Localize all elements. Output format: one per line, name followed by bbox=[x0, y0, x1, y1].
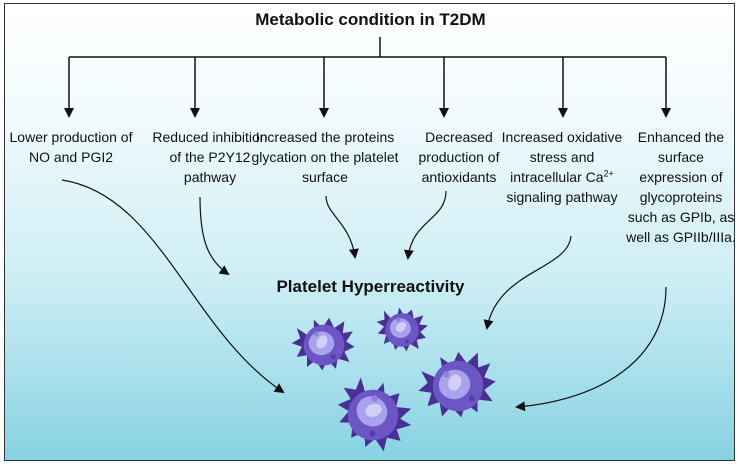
result-label: Platelet Hyperreactivity bbox=[276, 277, 465, 296]
platelet-icon bbox=[291, 317, 355, 371]
cause-glycoproteins: Enhanced the surface expression of glyco… bbox=[626, 129, 736, 245]
diagram-title: Metabolic condition in T2DM bbox=[255, 10, 486, 29]
platelet-cluster bbox=[291, 301, 501, 464]
curved-arrows bbox=[61, 179, 667, 412]
branch-connector bbox=[69, 37, 666, 58]
cause-no-pgi2: Lower production of NO and PGI2 bbox=[9, 129, 133, 165]
platelet-icon bbox=[322, 363, 424, 464]
diagram-frame bbox=[4, 3, 735, 461]
cause-oxidative-stress: Increased oxidative stress and intracell… bbox=[497, 127, 627, 207]
platelet-icon bbox=[412, 346, 501, 424]
cause-protein-glycation: Increased the proteins glycation on the … bbox=[251, 129, 399, 185]
cause-antioxidants: Decreased production of antioxidants bbox=[418, 129, 500, 185]
calcium-superscript: 2+ bbox=[603, 168, 614, 179]
cause-oxidative-text: Increased oxidative stress and intracell… bbox=[501, 129, 623, 185]
branch-arrows bbox=[64, 57, 671, 118]
platelet-icon bbox=[370, 301, 433, 357]
cause-p2y12: Reduced inhibition of the P2Y12 pathway bbox=[152, 129, 268, 185]
cause-oxidative-text-end: signaling pathway bbox=[506, 189, 618, 205]
